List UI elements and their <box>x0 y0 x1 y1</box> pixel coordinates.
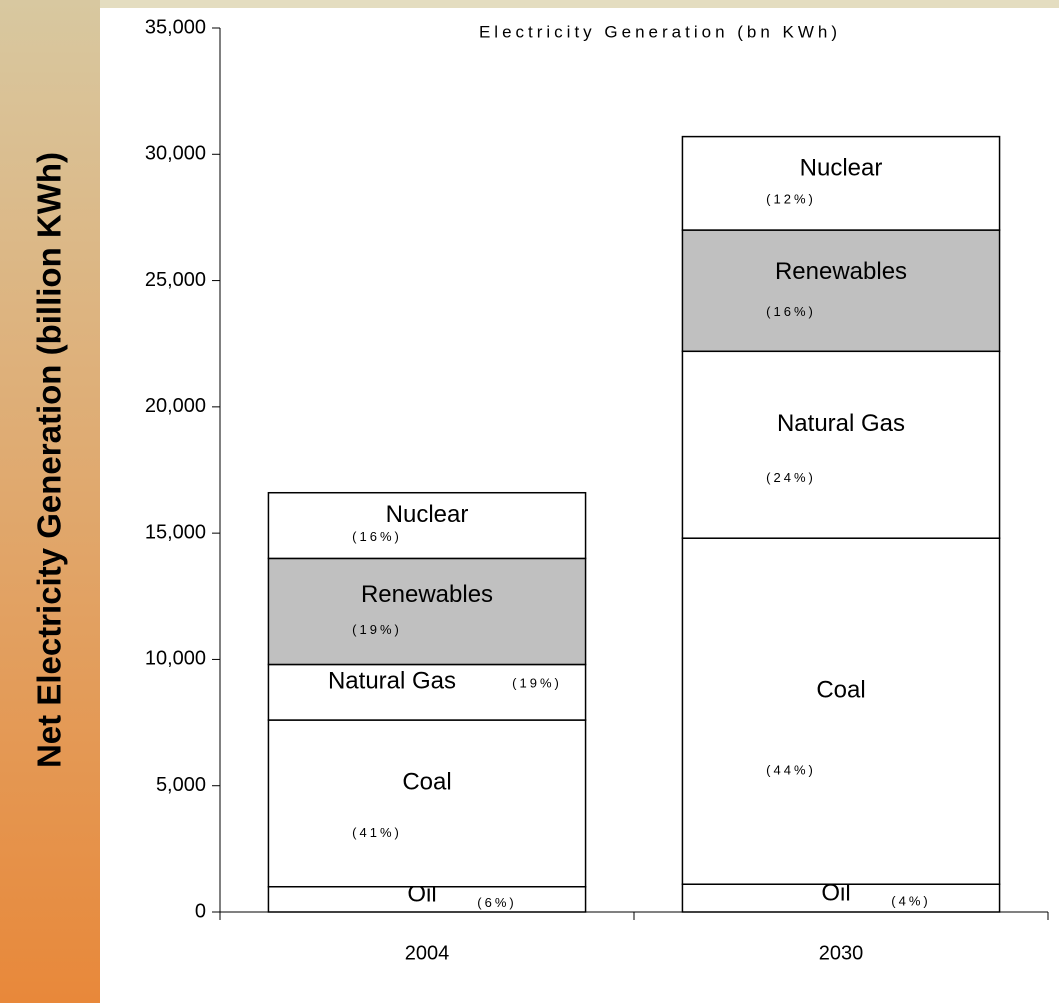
segment-percent: (12%) <box>766 192 816 207</box>
bar-segment <box>681 229 1001 353</box>
segment-label: Renewables <box>775 258 907 285</box>
segment-percent: (16%) <box>766 304 816 319</box>
segment-percent: (19%) <box>352 622 402 637</box>
y-tick-label: 20,000 <box>145 395 206 417</box>
segment-percent: (19%) <box>512 676 562 691</box>
x-tick-label: 2030 <box>819 942 864 964</box>
bar-segment <box>267 663 587 721</box>
y-axis-label: Net Electricity Generation (billion KWh) <box>31 152 68 768</box>
bar-segment <box>267 719 587 888</box>
y-tick-label: 15,000 <box>145 521 206 543</box>
bar-segment <box>681 350 1001 539</box>
y-tick-label: 25,000 <box>145 269 206 291</box>
y-tick-label: 10,000 <box>145 648 206 670</box>
segment-label: Nuclear <box>800 155 883 182</box>
segment-percent: (24%) <box>766 470 816 485</box>
y-tick-label: 35,000 <box>145 16 206 38</box>
segment-label: Coal <box>402 769 451 796</box>
segment-label: Coal <box>816 677 865 704</box>
y-tick-label: 0 <box>195 900 206 922</box>
bar-segment <box>681 883 1001 913</box>
segment-percent: (16%) <box>352 529 402 544</box>
bar-segment <box>267 885 587 913</box>
bar-segment <box>681 135 1001 231</box>
segment-label: Nuclear <box>386 501 469 528</box>
chart-title: Electricity Generation (bn KWh) <box>479 22 841 41</box>
bar-segment <box>267 491 587 560</box>
segment-percent: (41%) <box>352 825 402 840</box>
x-tick-label: 2004 <box>405 942 450 964</box>
y-tick-label: 30,000 <box>145 143 206 165</box>
bar-segment <box>681 537 1001 885</box>
segment-label: Natural Gas <box>777 410 905 437</box>
segment-percent: (44%) <box>766 763 816 778</box>
segment-label: Natural Gas <box>328 668 456 695</box>
side-band <box>0 0 100 1003</box>
y-tick-label: 5,000 <box>156 774 206 796</box>
segment-label: Renewables <box>361 581 493 608</box>
bar-segment <box>267 557 587 666</box>
segment-percent: (4%) <box>891 894 930 909</box>
segment-percent: (6%) <box>477 895 516 910</box>
